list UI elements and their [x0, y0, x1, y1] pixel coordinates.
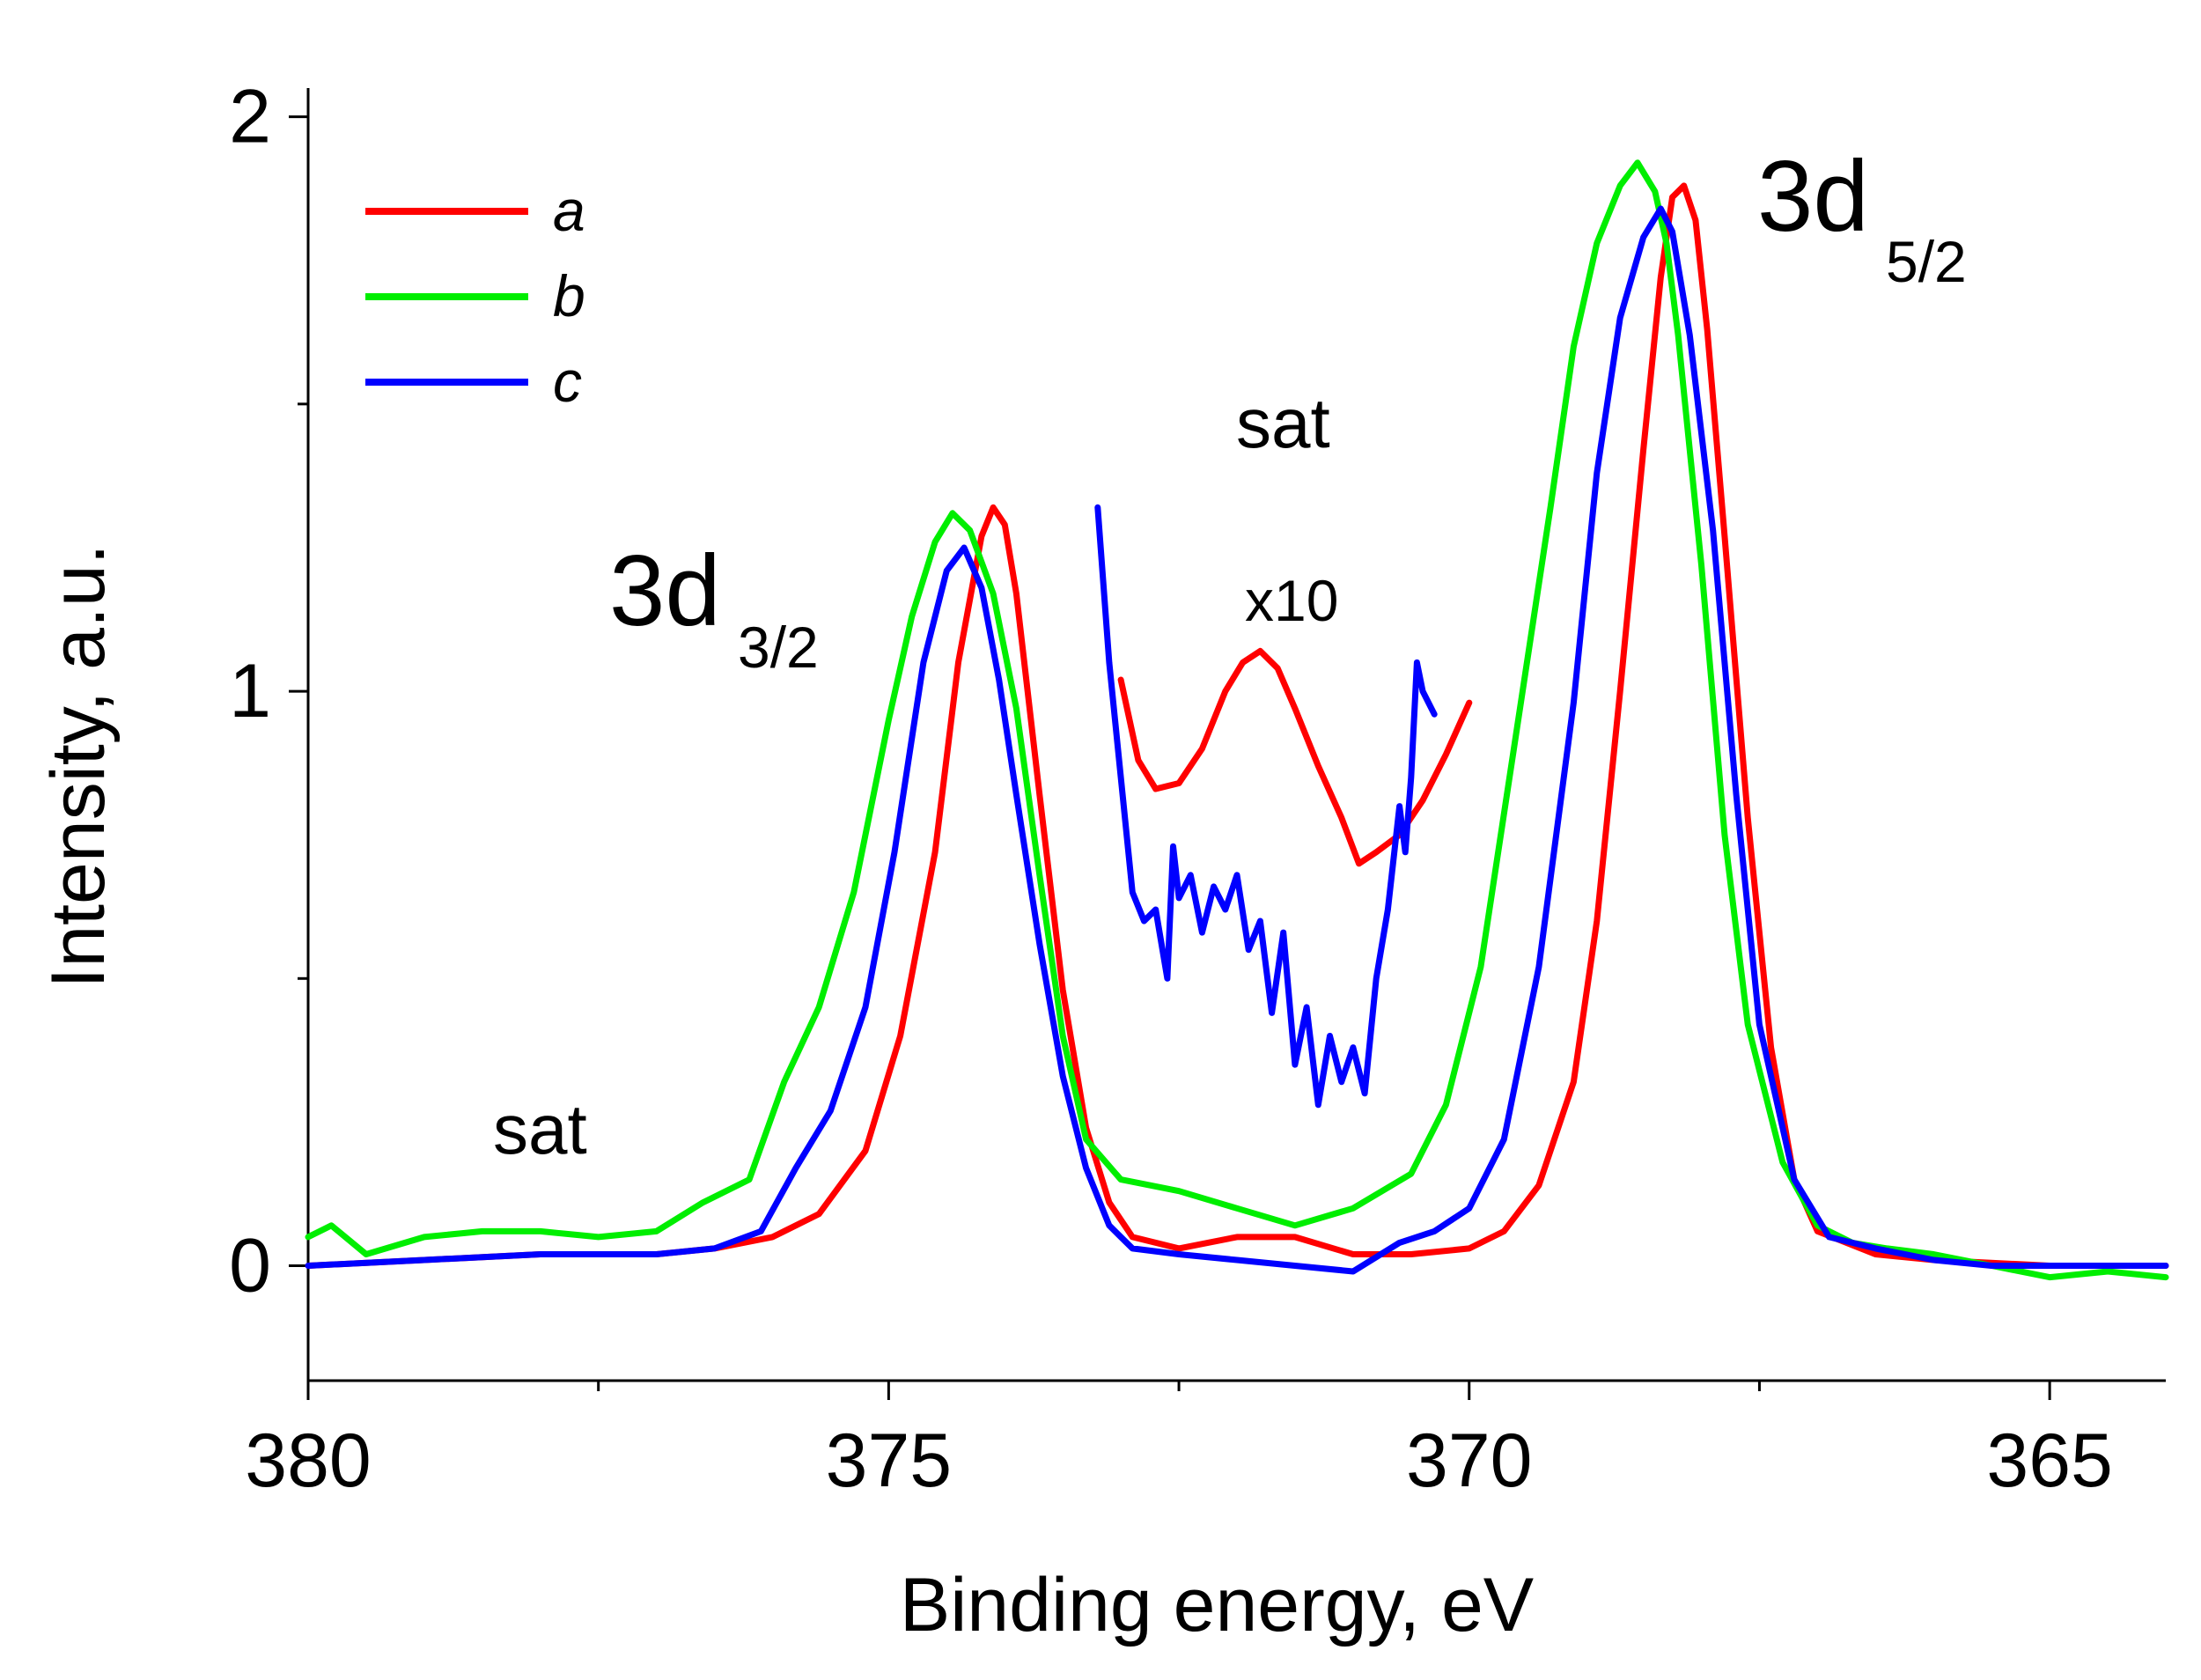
series-line-b: [305, 159, 2169, 1281]
series-line-c-x10: [1094, 504, 1438, 1109]
sat-label-center: sat: [1236, 384, 1330, 462]
sat-label-left: sat: [493, 1090, 587, 1168]
series-line-c: [305, 205, 2169, 1275]
magnification-label: x10: [1245, 568, 1338, 633]
x-axis-title: Binding energy, eV: [900, 1563, 1534, 1647]
series-line-a: [305, 182, 2169, 1269]
legend-label-b: b: [553, 263, 585, 328]
series-layer: [305, 159, 2169, 1281]
legend-label-c: c: [553, 349, 582, 414]
peak-label-3d32-sub: 3/2: [738, 615, 819, 680]
peak-label-3d52-main: 3d: [1757, 141, 1869, 253]
peak-label-3d52-sub: 5/2: [1886, 229, 1967, 294]
x-tick-label: 380: [245, 1418, 372, 1503]
legend-label-a: a: [553, 178, 585, 243]
x-tick-label: 365: [1986, 1418, 2113, 1503]
legend: abc: [365, 178, 585, 414]
peak-label-3d32-main: 3d: [609, 535, 721, 647]
y-tick-label: 0: [229, 1224, 271, 1308]
x-tick-label: 370: [1406, 1418, 1533, 1503]
y-axis-title: Intensity, a.u.: [36, 543, 121, 988]
plot-frame: [306, 88, 2166, 1382]
y-axis-ticks: 0 1 2: [229, 75, 308, 1308]
annotation-3d52: 3d 5/2: [1757, 141, 1967, 294]
x-tick-label: 375: [826, 1418, 953, 1503]
y-tick-label: 2: [229, 75, 271, 159]
annotation-3d32: 3d 3/2: [609, 535, 819, 680]
y-tick-label: 1: [229, 649, 271, 733]
x-axis-ticks: 380 375 370 365: [245, 1381, 2113, 1503]
